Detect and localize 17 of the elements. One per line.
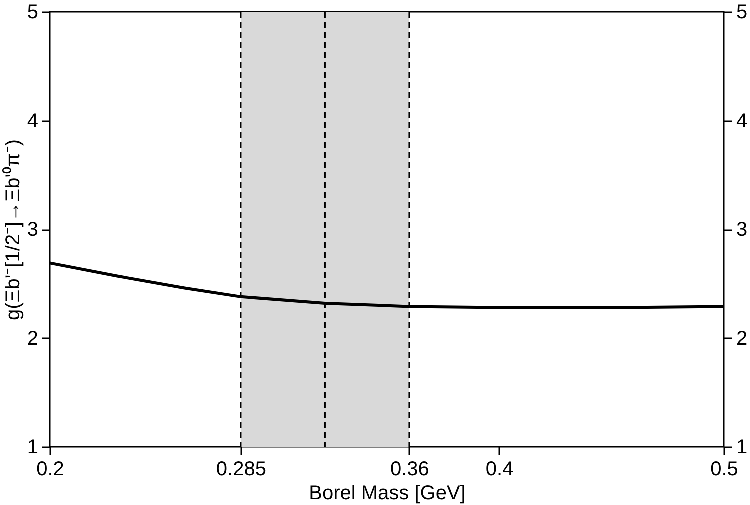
- y2-tick-label: 5: [736, 2, 748, 24]
- y-tick-label: 5: [27, 2, 38, 24]
- y2-tick-label: 4: [736, 110, 748, 132]
- y-tick-label: 2: [27, 328, 38, 350]
- y2-tick-label: 1: [736, 436, 748, 458]
- x-tick-label: 0.285: [216, 458, 266, 480]
- x-tick-label: 0.36: [390, 458, 430, 480]
- y-tick-label: 3: [27, 219, 38, 241]
- y2-tick-label: 2: [736, 328, 748, 350]
- y-tick-label: 1: [27, 436, 38, 458]
- y2-tick-label: 3: [736, 219, 748, 241]
- x-tick-label: 0.5: [710, 458, 738, 480]
- y-tick-label: 4: [27, 110, 38, 132]
- y-axis-title: g(Ξb'⁻[1/2⁻]→Ξb'⁰π⁻): [1, 139, 24, 321]
- x-tick-label: 0.4: [486, 458, 514, 480]
- x-axis-title: Borel Mass [GeV]: [309, 482, 466, 504]
- x-tick-label: 0.2: [36, 458, 64, 480]
